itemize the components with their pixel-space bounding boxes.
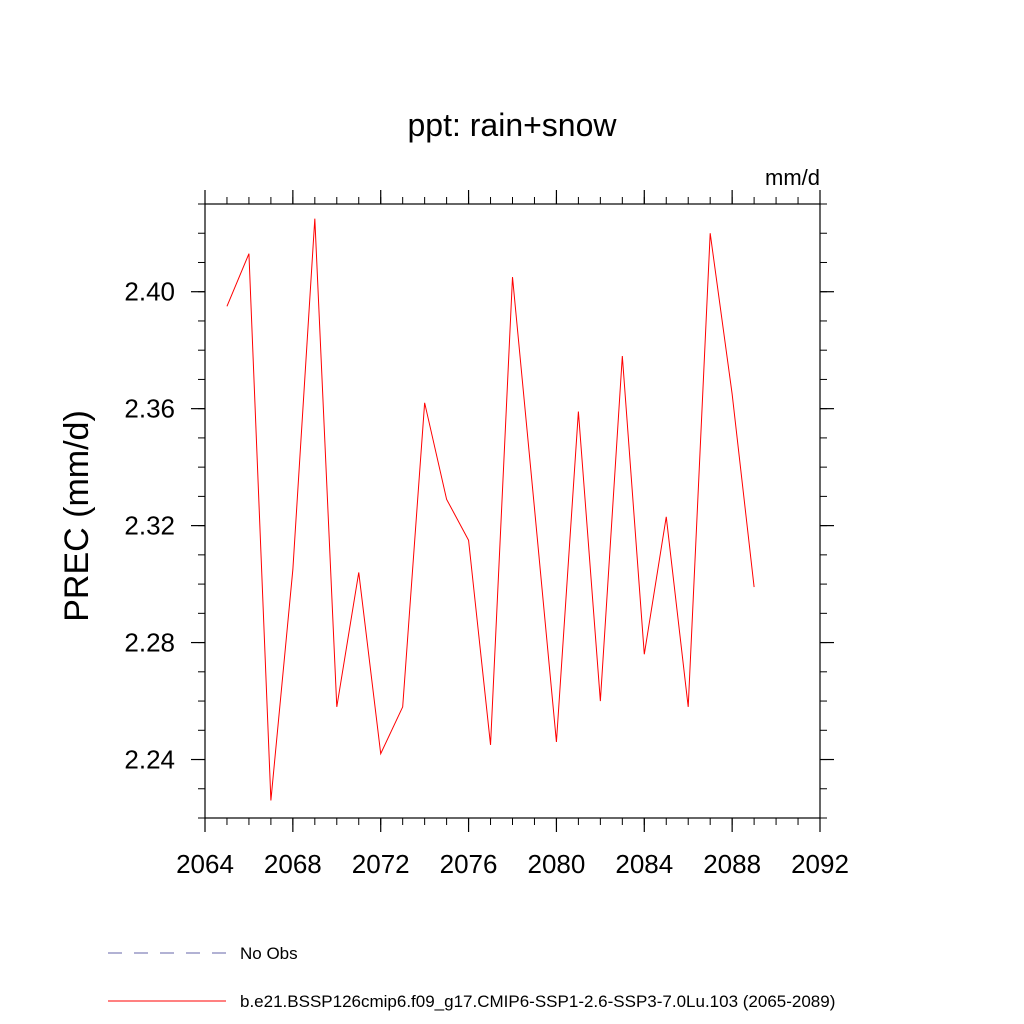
axis-ticks xyxy=(191,190,834,832)
x-tick-label: 2072 xyxy=(352,849,410,879)
y-tick-label: 2.28 xyxy=(124,628,175,658)
y-tick-label: 2.24 xyxy=(124,745,175,775)
y-axis-label: PREC (mm/d) xyxy=(58,410,96,622)
plot-frame xyxy=(204,203,821,819)
series-line xyxy=(226,218,755,801)
x-tick-label: 2068 xyxy=(264,849,322,879)
tick-labels: 2064 2068 2072 2076 2080 2084 2088 2092 2.24 2.28… xyxy=(124,277,849,879)
legend: No Obs b.e21.BSSP126cmip6.f09_g17.CMIP6-… xyxy=(108,944,835,1011)
legend-label-no-obs: No Obs xyxy=(240,944,298,963)
y-tick-label: 2.32 xyxy=(124,511,175,541)
x-tick-label: 2084 xyxy=(615,849,673,879)
series-layer xyxy=(226,218,755,801)
x-tick-label: 2088 xyxy=(703,849,761,879)
x-tick-label: 2080 xyxy=(528,849,586,879)
units-label: mm/d xyxy=(765,165,820,190)
chart-title: ppt: rain+snow xyxy=(407,107,617,143)
x-tick-label: 2064 xyxy=(176,849,234,879)
y-tick-label: 2.40 xyxy=(124,277,175,307)
y-tick-label: 2.36 xyxy=(124,394,175,424)
x-tick-label: 2092 xyxy=(791,849,849,879)
legend-label-series: b.e21.BSSP126cmip6.f09_g17.CMIP6-SSP1-2.… xyxy=(240,992,835,1011)
x-tick-label: 2076 xyxy=(440,849,498,879)
